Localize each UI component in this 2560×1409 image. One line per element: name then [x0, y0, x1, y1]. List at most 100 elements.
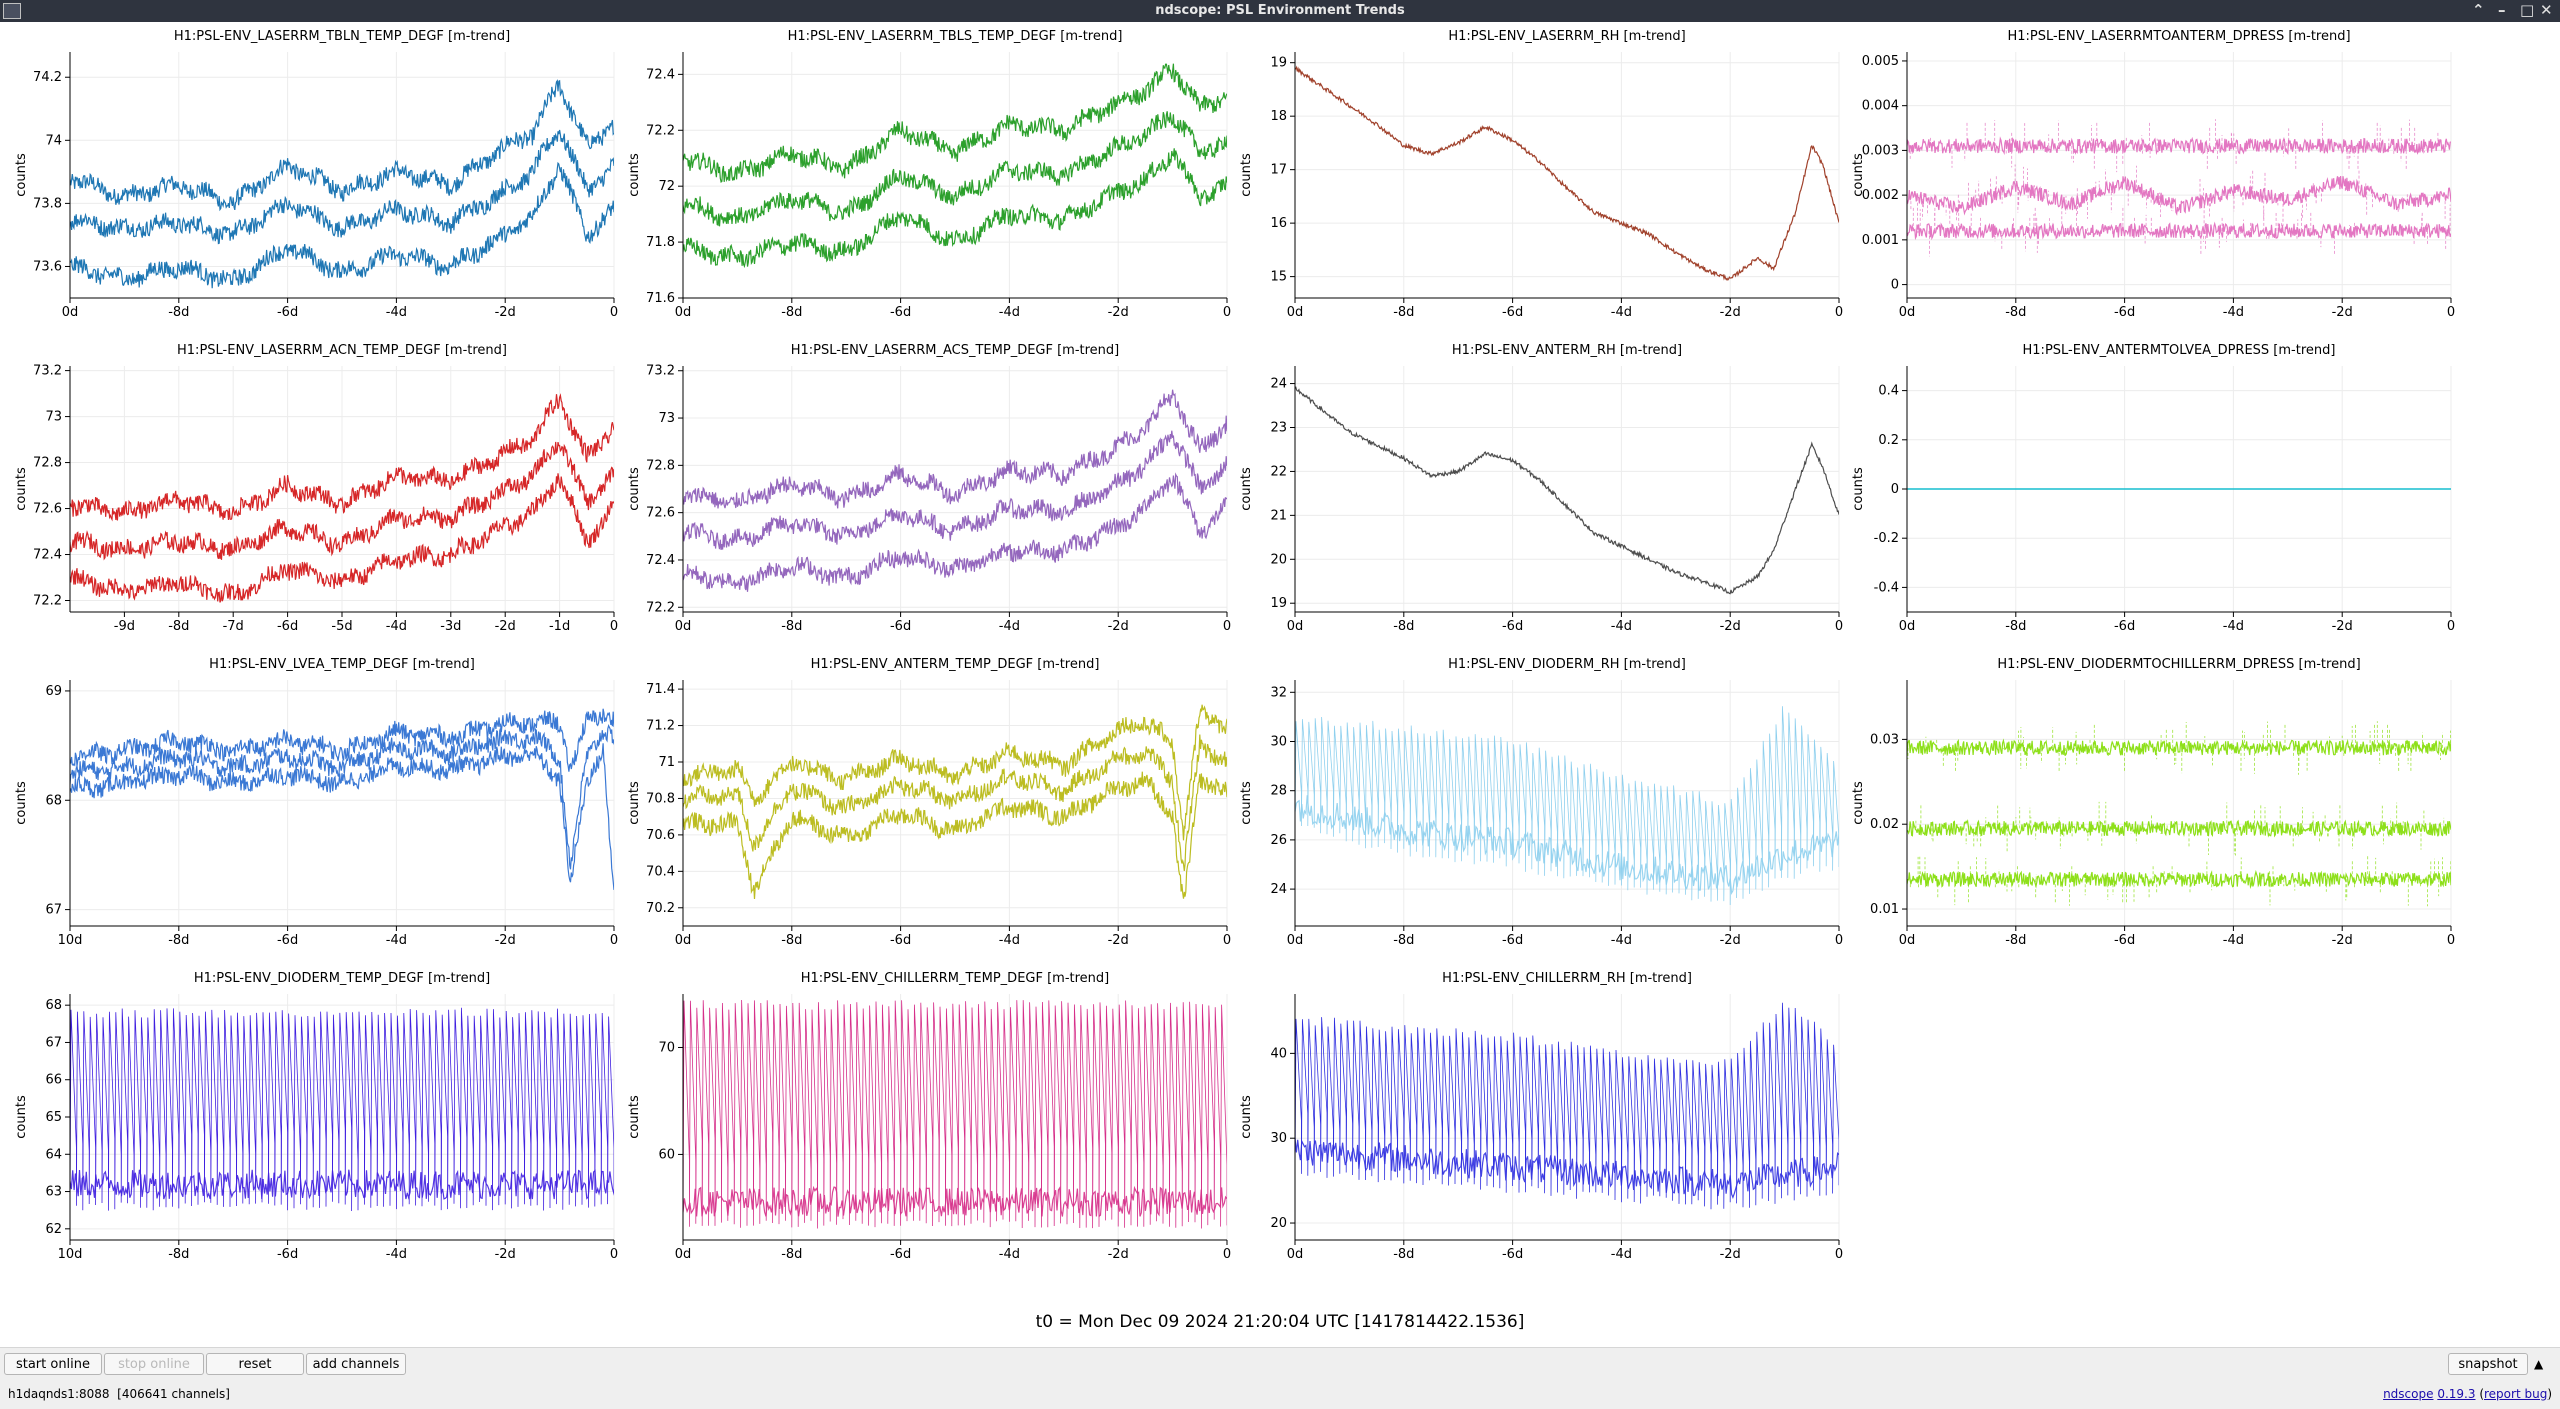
plot-9[interactable]: H1:PSL-ENV_LVEA_TEMP_DEGF [m-trend] 10d -8…: [8, 650, 618, 964]
y-tick-label: 66: [45, 1073, 62, 1088]
plot-10[interactable]: H1:PSL-ENV_ANTERM_TEMP_DEGF [m-trend] 0d -…: [621, 650, 1231, 964]
snapshot-button[interactable]: snapshot: [2448, 1353, 2528, 1375]
series-spikes: [1911, 204, 2451, 257]
ndscope-link[interactable]: ndscope: [2383, 1387, 2434, 1401]
add-channels-button[interactable]: add channels: [306, 1353, 406, 1375]
y-tick-label: 69: [45, 684, 62, 699]
x-tick-label: -2d: [495, 1247, 516, 1262]
plot-data: [1295, 386, 1839, 595]
y-tick-label: 70.4: [646, 864, 675, 879]
x-tick-label: -6d: [277, 619, 298, 634]
y-tick-label: 18: [1270, 109, 1287, 124]
series-line: [70, 129, 614, 245]
y-tick-label: 72.2: [646, 600, 675, 615]
series-line: [1907, 738, 2451, 756]
y-tick-label: 70: [658, 1040, 675, 1055]
x-tick-label: -8d: [168, 933, 189, 948]
y-tick-label: 60: [658, 1147, 675, 1162]
x-tick-label: -2d: [495, 933, 516, 948]
x-tick-label: 0: [1223, 305, 1231, 320]
x-tick-label: 0d: [1899, 933, 1916, 948]
close-icon[interactable]: ✕: [2540, 1, 2553, 19]
x-tick-label: -4d: [999, 305, 1020, 320]
x-tick-label: -8d: [168, 619, 189, 634]
plot-5[interactable]: H1:PSL-ENV_LASERRM_ACN_TEMP_DEGF [m-tren…: [8, 336, 618, 650]
start-online-button[interactable]: start online: [4, 1353, 102, 1375]
series-line: [683, 704, 1227, 841]
plot-2[interactable]: H1:PSL-ENV_LASERRM_TBLS_TEMP_DEGF [m-tre…: [621, 22, 1231, 336]
x-tick-label: 0: [1835, 305, 1843, 320]
chevron-up-icon[interactable]: ⌃: [2472, 1, 2485, 19]
y-tick-label: 30: [1270, 1131, 1287, 1146]
plot-6[interactable]: H1:PSL-ENV_LASERRM_ACS_TEMP_DEGF [m-tren…: [621, 336, 1231, 650]
y-axis-label: counts: [1851, 153, 1866, 197]
x-tick-label: -2d: [1108, 619, 1129, 634]
plot-8[interactable]: H1:PSL-ENV_ANTERMTOLVEA_DPRESS [m-trend]…: [1845, 336, 2455, 650]
x-tick-label: -8d: [781, 305, 802, 320]
x-tick-label: 0: [610, 305, 618, 320]
plot-11[interactable]: H1:PSL-ENV_DIODERM_RH [m-trend] 0d -8d -6d -…: [1233, 650, 1843, 964]
x-tick-label: 0: [1223, 619, 1231, 634]
x-tick-label: 0: [2447, 619, 2455, 634]
stop-online-button[interactable]: stop online: [104, 1353, 204, 1375]
expand-arrow-icon[interactable]: ▲: [2534, 1357, 2544, 1371]
x-tick-label: -4d: [386, 305, 407, 320]
t0-label: t0 = Mon Dec 09 2024 21:20:04 UTC [14178…: [1035, 1312, 1525, 1332]
series-line: [70, 1007, 614, 1212]
series-line: [683, 771, 1227, 900]
x-tick-label: 10d: [58, 933, 83, 948]
x-tick-label: -2d: [1720, 619, 1741, 634]
series-spikes: [1909, 855, 2451, 907]
plot-15[interactable]: H1:PSL-ENV_CHILLERRM_RH [m-trend] 0d -8d -6…: [1233, 964, 1843, 1278]
y-tick-label: 0.002: [1862, 188, 1899, 203]
y-axis-label: counts: [14, 1095, 29, 1139]
x-tick-label: 10d: [58, 1247, 83, 1262]
series-line: [70, 161, 614, 289]
plot-7[interactable]: H1:PSL-ENV_ANTERM_RH [m-trend] 0d -8d -6d -4…: [1233, 336, 1843, 650]
x-tick-label: -6d: [890, 305, 911, 320]
y-tick-label: 40: [1270, 1046, 1287, 1061]
plot-data: [683, 389, 1227, 592]
x-tick-label: 0d: [1287, 1247, 1304, 1262]
y-axis-label: counts: [627, 781, 642, 825]
x-tick-label: -6d: [2114, 305, 2135, 320]
y-tick-label: 72.8: [646, 458, 675, 473]
x-tick-label: 0: [1835, 933, 1843, 948]
plot-title: H1:PSL-ENV_DIODERMTOCHILLERRM_DPRESS [m-…: [1997, 657, 2360, 672]
plot-data: [70, 79, 614, 289]
x-tick-label: -2d: [2332, 619, 2353, 634]
x-tick-label: -2d: [1720, 1247, 1741, 1262]
y-tick-label: 72.6: [646, 506, 675, 521]
x-tick-label: -8d: [168, 1247, 189, 1262]
plot-title: H1:PSL-ENV_LVEA_TEMP_DEGF [m-trend]: [209, 657, 475, 672]
y-axis-label: counts: [1851, 467, 1866, 511]
plot-title: H1:PSL-ENV_DIODERM_RH [m-trend]: [1448, 657, 1686, 672]
minimize-icon[interactable]: –: [2498, 1, 2506, 19]
report-bug-link[interactable]: report bug: [2484, 1387, 2548, 1401]
x-tick-label: 0d: [1899, 305, 1916, 320]
maximize-icon[interactable]: □: [2520, 1, 2535, 19]
series-line: [1907, 869, 2451, 889]
plot-3[interactable]: H1:PSL-ENV_LASERRM_RH [m-trend] 0d -8d -6d -…: [1233, 22, 1843, 336]
y-axis-label: counts: [1239, 781, 1254, 825]
y-tick-label: 73.8: [33, 196, 62, 211]
plot-13[interactable]: H1:PSL-ENV_DIODERM_TEMP_DEGF [m-trend] 10…: [8, 964, 618, 1278]
series-line: [683, 430, 1227, 550]
y-tick-label: 65: [45, 1110, 62, 1125]
plot-12[interactable]: H1:PSL-ENV_DIODERMTOCHILLERRM_DPRESS [m-…: [1845, 650, 2455, 964]
plot-14[interactable]: H1:PSL-ENV_CHILLERRM_TEMP_DEGF [m-trend]…: [621, 964, 1231, 1278]
x-tick-label: 0d: [62, 305, 79, 320]
x-tick-label: -4d: [1611, 619, 1632, 634]
plot-4[interactable]: H1:PSL-ENV_LASERRMTOANTERM_DPRESS [m-tre…: [1845, 22, 2455, 336]
y-tick-label: 63: [45, 1185, 62, 1200]
reset-button[interactable]: reset: [206, 1353, 304, 1375]
x-tick-label: -6d: [890, 619, 911, 634]
plot-title: H1:PSL-ENV_LASERRM_TBLS_TEMP_DEGF [m-tre…: [788, 29, 1123, 44]
app-icon: [3, 3, 21, 19]
plot-1[interactable]: H1:PSL-ENV_LASERRM_TBLN_TEMP_DEGF [m-tre…: [8, 22, 618, 336]
series-band: [1295, 795, 1839, 896]
series-spikes: [1910, 164, 2446, 233]
x-tick-label: -7d: [223, 619, 244, 634]
x-tick-label: 0d: [1899, 619, 1916, 634]
version-link[interactable]: 0.19.3: [2437, 1387, 2476, 1401]
